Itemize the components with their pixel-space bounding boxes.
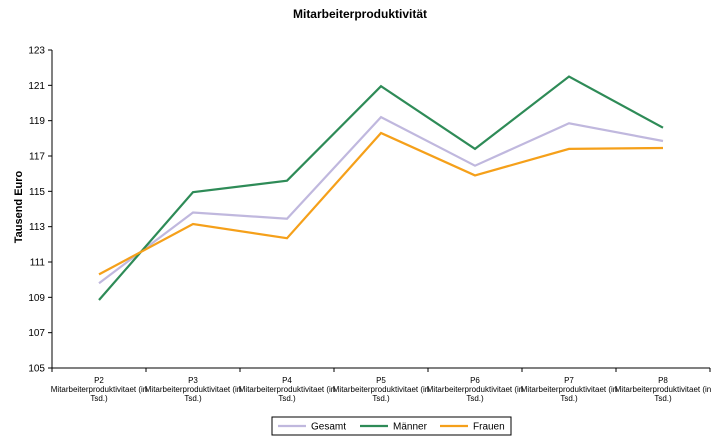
legend-box <box>271 416 512 436</box>
y-axis-ticks: 105 107 109 111 113 115 117 119 121 123 <box>28 46 52 375</box>
chart-title: Mitarbeiterproduktivität <box>293 7 427 21</box>
x-tick-sublabel-2: Tsd.) <box>654 394 672 403</box>
x-tick-sublabel-2: Tsd.) <box>372 394 390 403</box>
x-tick-sublabel: Mitarbeiterproduktivitaet (in <box>239 385 335 394</box>
y-tick-label: 119 <box>29 116 45 127</box>
axes <box>51 50 710 369</box>
x-tick-label: P2 <box>94 376 104 385</box>
x-tick-sublabel-2: Tsd.) <box>90 394 108 403</box>
x-tick-sublabel: Mitarbeiterproduktivitaet (in <box>427 385 523 394</box>
y-tick-label: 113 <box>29 222 45 233</box>
legend-label: Frauen <box>473 422 505 433</box>
x-tick-label: P5 <box>376 376 386 385</box>
x-tick-sublabel: Mitarbeiterproduktivitaet (in <box>521 385 617 394</box>
legend: Gesamt Männer Frauen <box>271 416 512 436</box>
y-tick-label: 109 <box>28 293 45 304</box>
x-tick-sublabel: Mitarbeiterproduktivitaet (in <box>333 385 429 394</box>
y-tick-label: 115 <box>29 187 45 198</box>
y-tick-label: 117 <box>29 152 45 163</box>
y-tick-label: 105 <box>28 364 45 375</box>
y-tick-label: 111 <box>30 258 46 269</box>
x-tick-sublabel: Mitarbeiterproduktivitaet (in <box>51 385 147 394</box>
x-tick-sublabel-2: Tsd.) <box>184 394 202 403</box>
x-tick-sublabel-2: Tsd.) <box>560 394 578 403</box>
x-tick-label: P4 <box>282 376 292 385</box>
y-tick-label: 107 <box>28 328 45 339</box>
series-line-frauen <box>98 131 664 276</box>
x-tick-sublabel: Mitarbeiterproduktivitaet (in <box>145 385 241 394</box>
x-tick-label: P7 <box>564 376 574 385</box>
y-tick-label: 123 <box>28 46 45 57</box>
x-tick-label: P6 <box>470 376 480 385</box>
x-tick-label: P3 <box>188 376 198 385</box>
legend-label: Gesamt <box>311 422 346 433</box>
x-tick-label: P8 <box>658 376 668 385</box>
y-tick-label: 121 <box>28 81 45 92</box>
x-tick-sublabel: Mitarbeiterproduktivitaet (in <box>615 385 711 394</box>
series-line-gesamt <box>98 115 664 285</box>
y-axis-label: Tausend Euro <box>13 170 25 243</box>
series-lines <box>98 75 664 301</box>
legend-label: Männer <box>393 422 428 433</box>
x-tick-sublabel-2: Tsd.) <box>466 394 484 403</box>
x-tick-sublabel-2: Tsd.) <box>278 394 296 403</box>
series-line-männer <box>98 75 664 301</box>
